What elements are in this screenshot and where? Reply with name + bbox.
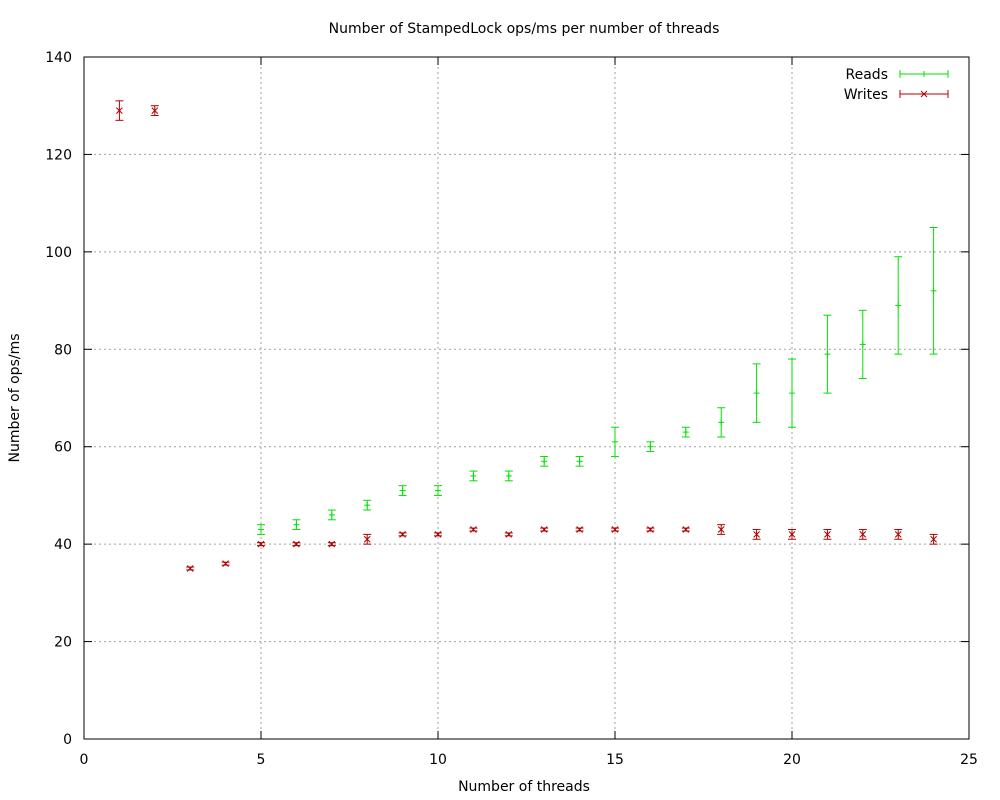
- writes-point: [398, 531, 407, 538]
- writes-point: [929, 533, 938, 545]
- cross-marker: [576, 526, 583, 533]
- writes-point: [434, 531, 442, 538]
- reads-point: [681, 426, 690, 438]
- cross-marker: [647, 526, 654, 533]
- writes-point: [115, 100, 124, 121]
- writes-point: [257, 540, 265, 548]
- legend-swatch-writes: [899, 90, 949, 98]
- writes-point: [221, 560, 230, 567]
- reads-point: [752, 363, 761, 423]
- y-tick-label: 20: [54, 635, 72, 651]
- x-tick-label: 10: [429, 752, 447, 768]
- y-tick-label: 120: [45, 147, 72, 163]
- writes-point: [823, 529, 832, 540]
- legend-label-reads: Reads: [846, 67, 888, 83]
- cross-marker: [293, 540, 300, 548]
- reads-point: [292, 519, 301, 531]
- reads-point: [327, 509, 336, 521]
- writes-point: [292, 540, 301, 548]
- x-tick-label: 25: [960, 752, 978, 768]
- cross-marker: [363, 535, 371, 543]
- reads-point: [540, 455, 549, 467]
- cross-marker: [930, 535, 937, 543]
- cross-marker: [788, 531, 796, 538]
- cross-marker: [540, 526, 548, 533]
- y-tick-label: 40: [54, 537, 72, 553]
- writes-point: [469, 526, 478, 533]
- reads-point: [646, 441, 655, 453]
- reads-point: [575, 455, 584, 467]
- writes-point: [681, 526, 690, 533]
- cross-marker: [717, 526, 725, 533]
- reads-point: [434, 485, 442, 496]
- reads-point: [929, 227, 938, 355]
- reads-point: [894, 256, 903, 355]
- cross-marker: [753, 531, 760, 538]
- axis-ticks: 0 5 10 15 20 25 0 20 40 60 80 100 120 140: [45, 50, 978, 768]
- cross-marker: [257, 540, 265, 548]
- legend-swatch-reads: [899, 70, 949, 78]
- reads-point: [858, 309, 867, 380]
- writes-point: [327, 540, 336, 548]
- chart-title: Number of StampedLock ops/ms per number …: [329, 21, 720, 37]
- x-tick-label: 15: [606, 752, 624, 768]
- cross-marker: [505, 531, 513, 538]
- cross-marker: [859, 531, 867, 538]
- writes-point: [575, 526, 584, 533]
- writes-series: [115, 100, 938, 572]
- cross-marker: [682, 526, 690, 533]
- writes-point: [540, 526, 549, 533]
- cross-marker: [470, 526, 477, 533]
- cross-marker: [222, 560, 229, 567]
- writes-point: [611, 526, 619, 533]
- cross-marker: [116, 107, 123, 114]
- cross-marker: [328, 540, 336, 548]
- y-tick-label: 80: [54, 342, 72, 358]
- writes-point: [186, 565, 195, 572]
- writes-point: [894, 529, 903, 540]
- reads-series: [257, 227, 938, 535]
- data-points: [115, 100, 938, 572]
- writes-point: [363, 533, 372, 545]
- reads-point: [257, 524, 265, 535]
- writes-point: [150, 105, 159, 116]
- cross-marker: [611, 526, 619, 533]
- y-tick-label: 140: [45, 50, 72, 66]
- reads-point: [788, 358, 796, 428]
- cross-marker: [824, 531, 831, 538]
- x-tick-label: 20: [783, 752, 801, 768]
- writes-point: [752, 529, 761, 540]
- legend-label-writes: Writes: [844, 87, 888, 103]
- y-tick-label: 60: [54, 440, 72, 456]
- cross-marker: [399, 531, 406, 538]
- legend: Reads Writes: [844, 67, 949, 103]
- cross-marker: [151, 107, 159, 114]
- reads-point: [504, 470, 513, 482]
- legend-marker: [920, 90, 928, 98]
- writes-point: [504, 531, 513, 538]
- reads-point: [823, 314, 832, 394]
- x-tick-label: 5: [257, 752, 266, 768]
- x-tick-label: 0: [80, 752, 89, 768]
- y-axis-label: Number of ops/ms: [7, 333, 23, 462]
- plot-frame: [83, 56, 970, 740]
- cross-marker: [186, 565, 194, 572]
- reads-point: [398, 485, 407, 496]
- reads-point: [717, 407, 726, 438]
- writes-point: [646, 526, 655, 533]
- cross-marker: [894, 531, 902, 538]
- writes-point: [858, 529, 867, 540]
- x-axis-label: Number of threads: [458, 779, 590, 795]
- writes-point: [788, 529, 796, 540]
- y-tick-label: 100: [45, 245, 72, 261]
- y-tick-label: 0: [63, 732, 72, 748]
- reads-point: [469, 470, 478, 482]
- reads-point: [363, 499, 372, 511]
- cross-marker: [434, 531, 442, 538]
- writes-point: [717, 524, 726, 535]
- reads-point: [611, 426, 619, 457]
